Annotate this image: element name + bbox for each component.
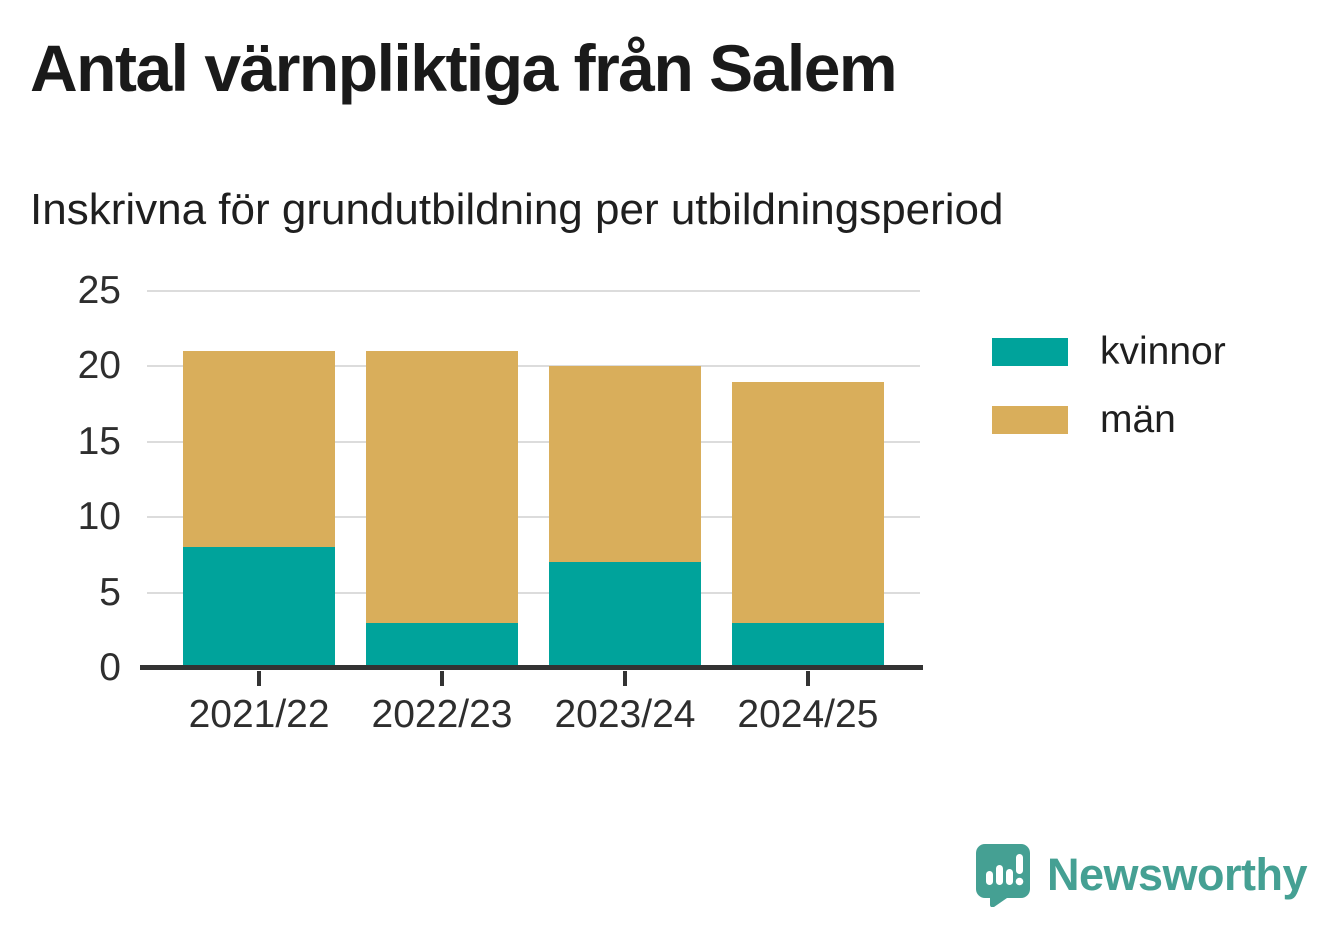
gridline-y10: [147, 516, 920, 519]
x-axis-tick-label: 2021/22: [188, 693, 330, 736]
y-axis-tick-label: 15: [77, 419, 121, 463]
legend: kvinnor män: [992, 332, 1226, 468]
legend-label-kvinnor: kvinnor: [1100, 330, 1226, 373]
x-axis-tick-label: 2022/23: [371, 693, 513, 736]
legend-swatch-kvinnor-icon: [992, 337, 1068, 366]
gridline-y25: [147, 290, 920, 292]
bar-segment-2023/24-män: [548, 366, 701, 563]
newsworthy-branding: Newsworthy: [975, 843, 1308, 907]
bar-segment-2022/23-kvinnor: [366, 622, 519, 668]
legend-item-man: män: [992, 400, 1226, 439]
bar-segment-2024/25-män: [731, 381, 884, 623]
x-axis-line: [140, 665, 923, 670]
y-axis-tick-label: 10: [77, 495, 121, 539]
bar-segment-2022/23-män: [366, 351, 519, 623]
brand-name: Newsworthy: [1047, 849, 1308, 900]
bar-segment-2023/24-kvinnor: [548, 562, 701, 668]
y-axis-tick-label: 0: [99, 646, 121, 689]
bar-segment-2024/25-kvinnor: [731, 622, 884, 668]
y-axis-tick-label: 25: [77, 269, 121, 312]
chart-subtitle: Inskrivna för grundutbildning per utbild…: [30, 185, 1004, 234]
legend-label-man: män: [1100, 398, 1176, 441]
x-axis-tick: [805, 671, 810, 686]
x-axis-tick-label: 2023/24: [554, 693, 696, 736]
gridline-y5: [147, 591, 920, 594]
x-axis-tick: [622, 671, 627, 686]
gridline-y20: [147, 365, 920, 368]
y-axis-tick-label: 20: [77, 344, 121, 388]
x-axis-tick: [440, 671, 445, 686]
gridline-y15: [147, 440, 920, 443]
chart-title: Antal värnpliktiga från Salem: [30, 31, 898, 105]
x-axis-tick: [257, 671, 262, 686]
x-axis-tick-label: 2024/25: [737, 693, 879, 736]
newsworthy-logo-icon: [976, 844, 1030, 907]
bar-segment-2021/22-män: [183, 351, 336, 548]
y-axis-tick-label: 5: [99, 570, 121, 614]
plot-area: 0 5 10 15 20 25 2021/22 2022/23 2023/24 2024/25: [78, 269, 923, 736]
legend-item-kvinnor: kvinnor: [992, 332, 1226, 371]
bar-segment-2021/22-kvinnor: [183, 547, 336, 668]
legend-swatch-man-icon: [992, 405, 1068, 434]
